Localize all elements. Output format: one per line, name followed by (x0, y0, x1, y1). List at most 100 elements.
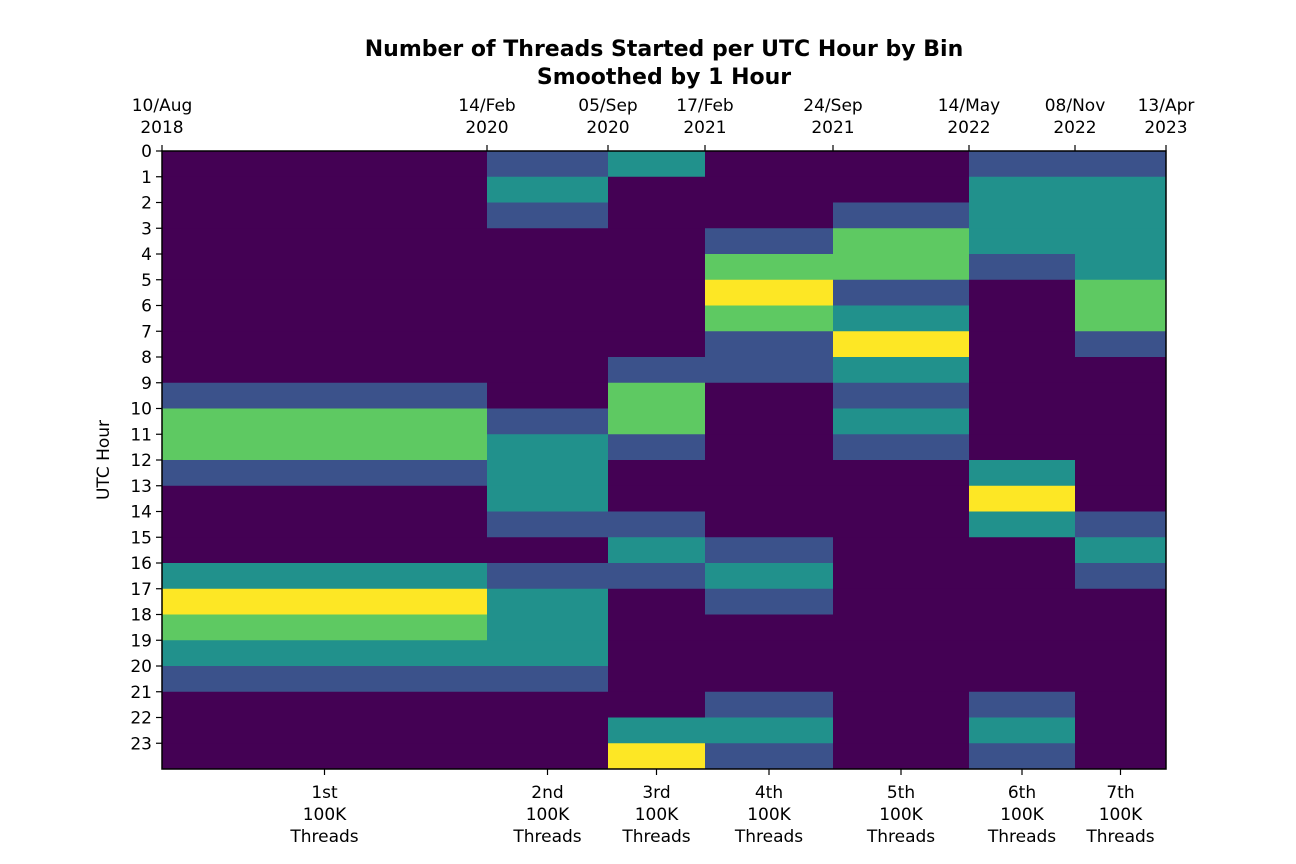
heatmap-cell (487, 614, 609, 641)
heatmap-cell (969, 279, 1076, 306)
heatmap-cell (833, 254, 970, 281)
heatmap-cell (487, 279, 609, 306)
heatmap-cell (833, 743, 970, 770)
bin-label-line: Threads (512, 827, 581, 847)
top-tick-year: 2020 (465, 118, 508, 138)
y-tick-label: 2 (141, 194, 152, 214)
heatmap-cell (162, 640, 488, 667)
heatmap-cell (969, 511, 1076, 538)
heatmap-cell (833, 434, 970, 461)
heatmap-cell (162, 408, 488, 435)
top-tick-year: 2022 (1053, 118, 1096, 138)
bin-label-line: 5th (887, 783, 915, 803)
heatmap-cell (162, 228, 488, 255)
top-tick-date: 05/Sep (578, 96, 637, 116)
heatmap-cell (705, 717, 834, 744)
top-tick-year: 2020 (586, 118, 629, 138)
heatmap-cell (833, 202, 970, 229)
y-tick-label: 12 (130, 451, 152, 471)
top-tick-date: 17/Feb (676, 96, 733, 116)
heatmap-cell (608, 254, 706, 281)
heatmap-cell (969, 408, 1076, 435)
heatmap-cell (608, 511, 706, 538)
heatmap-cell (969, 691, 1076, 718)
heatmap-cell (833, 331, 970, 358)
heatmap-cell (487, 640, 609, 667)
heatmap-cell (1075, 666, 1167, 693)
heatmap-cell (1075, 176, 1167, 203)
heatmap-cell (162, 151, 488, 178)
top-tick-year: 2021 (811, 118, 854, 138)
heatmap-cell (833, 588, 970, 615)
heatmap-cell (1075, 254, 1167, 281)
heatmap-cell (833, 382, 970, 409)
y-tick-label: 20 (130, 657, 152, 677)
heatmap-cell (969, 743, 1076, 770)
heatmap-cell (705, 279, 834, 306)
heatmap-cell (162, 485, 488, 512)
bin-label-line: 100K (526, 805, 570, 825)
heatmap-cell (705, 331, 834, 358)
heatmap-cell (162, 743, 488, 770)
heatmap-cell (608, 331, 706, 358)
heatmap-cell (1075, 408, 1167, 435)
heatmap-cell (833, 717, 970, 744)
heatmap-cell (705, 202, 834, 229)
top-tick-date: 08/Nov (1045, 96, 1106, 116)
heatmap-cell (1075, 614, 1167, 641)
y-tick-label: 15 (130, 528, 152, 548)
heatmap-cell (162, 382, 488, 409)
heatmap-cell (833, 408, 970, 435)
heatmap-cell (969, 228, 1076, 255)
heatmap-cell (705, 537, 834, 564)
heatmap-cell (969, 614, 1076, 641)
heatmap-cell (487, 485, 609, 512)
heatmap-cell (969, 331, 1076, 358)
heatmap-cell (162, 614, 488, 641)
heatmap-cell (487, 691, 609, 718)
heatmap-cell (487, 563, 609, 590)
bin-label-line: 1st (311, 783, 338, 803)
bin-label-line: Threads (987, 827, 1056, 847)
heatmap-cell (487, 588, 609, 615)
heatmap-cell (608, 382, 706, 409)
heatmap-cell (705, 666, 834, 693)
heatmap-cell (162, 511, 488, 538)
bin-label-line: Threads (621, 827, 690, 847)
heatmap-cell (162, 460, 488, 487)
heatmap-cell (1075, 640, 1167, 667)
heatmap-cell (1075, 563, 1167, 590)
heatmap-cell (705, 408, 834, 435)
top-date-axis: 10/Aug201814/Feb202005/Sep202017/Feb2021… (132, 96, 1194, 151)
bin-label-line: 2nd (531, 783, 563, 803)
heatmap-cell (969, 666, 1076, 693)
heatmap-cell (705, 640, 834, 667)
heatmap-cell (969, 485, 1076, 512)
bin-label-line: 100K (1000, 805, 1044, 825)
bottom-bin-axis: 1st100KThreads2nd100KThreads3rd100KThrea… (289, 769, 1155, 847)
heatmap-cell (162, 357, 488, 384)
bin-label-line: 100K (747, 805, 791, 825)
heatmap-cell (833, 614, 970, 641)
heatmap-cells (162, 151, 1167, 770)
heatmap-cell (487, 202, 609, 229)
heatmap-cell (833, 357, 970, 384)
heatmap-cell (608, 485, 706, 512)
heatmap-cell (969, 640, 1076, 667)
heatmap-cell (1075, 228, 1167, 255)
heatmap-cell (969, 357, 1076, 384)
heatmap-cell (608, 717, 706, 744)
heatmap-cell (608, 176, 706, 203)
bin-label-line: Threads (289, 827, 358, 847)
heatmap-cell (1075, 434, 1167, 461)
heatmap-cell (608, 614, 706, 641)
heatmap-cell (608, 151, 706, 178)
heatmap-cell (487, 537, 609, 564)
heatmap-cell (833, 460, 970, 487)
chart-title: Number of Threads Started per UTC Hour b… (365, 37, 963, 62)
heatmap-cell (162, 588, 488, 615)
heatmap-cell (833, 511, 970, 538)
heatmap-cell (162, 331, 488, 358)
bin-label-line: Threads (866, 827, 935, 847)
bin-label-line: 7th (1106, 783, 1134, 803)
